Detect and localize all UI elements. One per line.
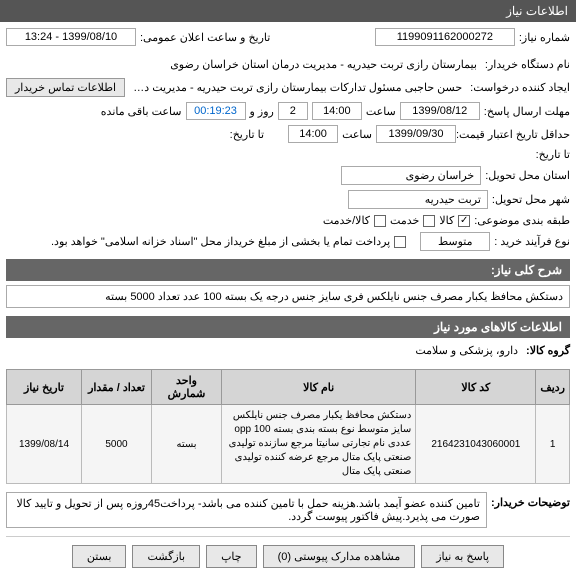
goods-checkbox[interactable] xyxy=(458,215,470,227)
th-code: کد کالا xyxy=(416,370,536,405)
to-date-label: تا تاریخ: xyxy=(230,128,264,141)
items-info-header: اطلاعات کالاهای مورد نیاز xyxy=(6,316,570,338)
overall-desc-header: شرح کلی نیاز: xyxy=(6,259,570,281)
from-date-label: تا تاریخ: xyxy=(460,148,570,161)
buyer-label: نام دستگاه خریدار: xyxy=(485,58,570,71)
need-info-window: اطلاعات نیاز شماره نیاز: 119909116200027… xyxy=(0,0,576,582)
goods-service-check-group: کالا/خدمت xyxy=(323,214,386,227)
buyer-notes-text: تامین کننده عضو آیمد باشد.هزینه حمل با ت… xyxy=(6,492,487,528)
row-buyer-notes: توضیحات خریدار: تامین کننده عضو آیمد باش… xyxy=(6,492,570,528)
city-label: شهر محل تحویل: xyxy=(492,193,570,206)
creator-value: حسن حاجبی مسئول تدارکات بیمارستان رازی ت… xyxy=(129,79,466,96)
grouping-label: طبقه بندی موضوعی: xyxy=(474,214,570,227)
announce-value: 1399/08/10 - 13:24 xyxy=(6,28,136,46)
td-unit: بسته xyxy=(152,405,222,484)
announce-label: تاریخ و ساعت اعلان عمومی: xyxy=(140,31,270,44)
service-check-group: خدمت xyxy=(390,214,435,227)
row-from-date: تا تاریخ: xyxy=(6,148,570,161)
service-checkbox[interactable] xyxy=(423,215,435,227)
td-name: دستکش محافظ یکبار مصرف جنس نایلکس سایز م… xyxy=(222,405,416,484)
row-city: شهر محل تحویل: تربت حیدریه xyxy=(6,190,570,209)
contact-button[interactable]: اطلاعات تماس خریدار xyxy=(6,78,125,97)
th-name: نام کالا xyxy=(222,370,416,405)
hour-label-1: ساعت xyxy=(366,105,396,118)
row-province: استان محل تحویل: خراسان رضوی xyxy=(6,166,570,185)
th-date: تاریخ نیاز xyxy=(7,370,82,405)
goods-service-label: کالا/خدمت xyxy=(323,214,370,227)
goods-check-group: کالا xyxy=(439,214,470,227)
payment-checkbox[interactable] xyxy=(394,236,406,248)
hour-label-2: ساعت xyxy=(342,128,372,141)
goods-label: کالا xyxy=(439,214,454,227)
row-min-valid: حداقل تاریخ اعتبار قیمت: 1399/09/30 ساعت… xyxy=(6,125,570,143)
content-area: شماره نیاز: 1199091162000272 تاریخ و ساع… xyxy=(0,22,576,582)
table-header-row: ردیف کد کالا نام کالا واحد شمارش تعداد /… xyxy=(7,370,570,405)
remaining-label: ساعت باقی مانده xyxy=(101,105,182,118)
deadline-label: مهلت ارسال پاسخ: xyxy=(484,105,570,118)
row-need-no: شماره نیاز: 1199091162000272 تاریخ و ساع… xyxy=(6,28,570,51)
th-row: ردیف xyxy=(536,370,570,405)
buyer-notes-label: توضیحات خریدار: xyxy=(491,492,570,509)
th-qty: تعداد / مقدار xyxy=(82,370,152,405)
deadline-date: 1399/08/12 xyxy=(400,102,480,120)
row-overall-desc: دستکش محافظ یکبار مصرف جنس نایلکس فری سا… xyxy=(6,285,570,308)
remaining-days: 2 xyxy=(278,102,308,120)
purchase-type-value: متوسط xyxy=(420,232,490,251)
need-no-value: 1199091162000272 xyxy=(375,28,515,46)
group-label: گروه کالا: xyxy=(526,344,570,357)
row-creator: ایجاد کننده درخواست: حسن حاجبی مسئول تدا… xyxy=(6,78,570,97)
min-valid-label: حداقل تاریخ اعتبار قیمت: xyxy=(460,128,570,141)
group-value: دارو، پزشکی و سلامت xyxy=(411,342,522,359)
province-label: استان محل تحویل: xyxy=(485,169,570,182)
window-title: اطلاعات نیاز xyxy=(506,4,568,18)
row-buyer: نام دستگاه خریدار: بیمارستان رازی تربت ح… xyxy=(6,56,570,73)
need-no-label: شماره نیاز: xyxy=(519,31,570,44)
province-value: خراسان رضوی xyxy=(341,166,481,185)
row-deadline: مهلت ارسال پاسخ: 1399/08/12 ساعت 14:00 2… xyxy=(6,102,570,120)
td-date: 1399/08/14 xyxy=(7,405,82,484)
min-valid-time: 14:00 xyxy=(288,125,338,143)
window-titlebar: اطلاعات نیاز xyxy=(0,0,576,22)
row-grouping: طبقه بندی موضوعی: کالا خدمت کالا/خدمت xyxy=(6,214,570,227)
th-unit: واحد شمارش xyxy=(152,370,222,405)
announce-group: تاریخ و ساعت اعلان عمومی: 1399/08/10 - 1… xyxy=(6,28,270,46)
row-purchase-type: نوع فرآیند خرید : متوسط پرداخت تمام یا ب… xyxy=(6,232,570,251)
purchase-type-label: نوع فرآیند خرید : xyxy=(494,235,570,248)
footer-buttons: پاسخ به نیاز مشاهده مدارک پیوستی (0) چاپ… xyxy=(6,536,570,576)
city-value: تربت حیدریه xyxy=(348,190,488,209)
goods-service-checkbox[interactable] xyxy=(374,215,386,227)
td-row: 1 xyxy=(536,405,570,484)
table-row[interactable]: 1 2164231043060001 دستکش محافظ یکبار مصر… xyxy=(7,405,570,484)
items-table: ردیف کد کالا نام کالا واحد شمارش تعداد /… xyxy=(6,369,570,484)
need-no-group: شماره نیاز: 1199091162000272 xyxy=(375,28,570,46)
payment-note: پرداخت تمام یا بخشی از مبلغ خریداز محل "… xyxy=(51,235,390,248)
buyer-value: بیمارستان رازی تربت حیدریه - مدیریت درما… xyxy=(6,56,481,73)
overall-desc-text: دستکش محافظ یکبار مصرف جنس نایلکس فری سا… xyxy=(6,285,570,308)
min-valid-date: 1399/09/30 xyxy=(376,125,456,143)
payment-check-group: پرداخت تمام یا بخشی از مبلغ خریداز محل "… xyxy=(51,235,406,248)
creator-label: ایجاد کننده درخواست: xyxy=(470,81,570,94)
td-code: 2164231043060001 xyxy=(416,405,536,484)
deadline-time: 14:00 xyxy=(312,102,362,120)
td-qty: 5000 xyxy=(82,405,152,484)
day-and-label: روز و xyxy=(250,105,274,118)
group-left: گروه کالا: دارو، پزشکی و سلامت xyxy=(411,342,570,359)
remaining-time: 00:19:23 xyxy=(186,102,246,120)
row-group: گروه کالا: دارو، پزشکی و سلامت xyxy=(6,342,570,364)
service-label: خدمت xyxy=(390,214,419,227)
